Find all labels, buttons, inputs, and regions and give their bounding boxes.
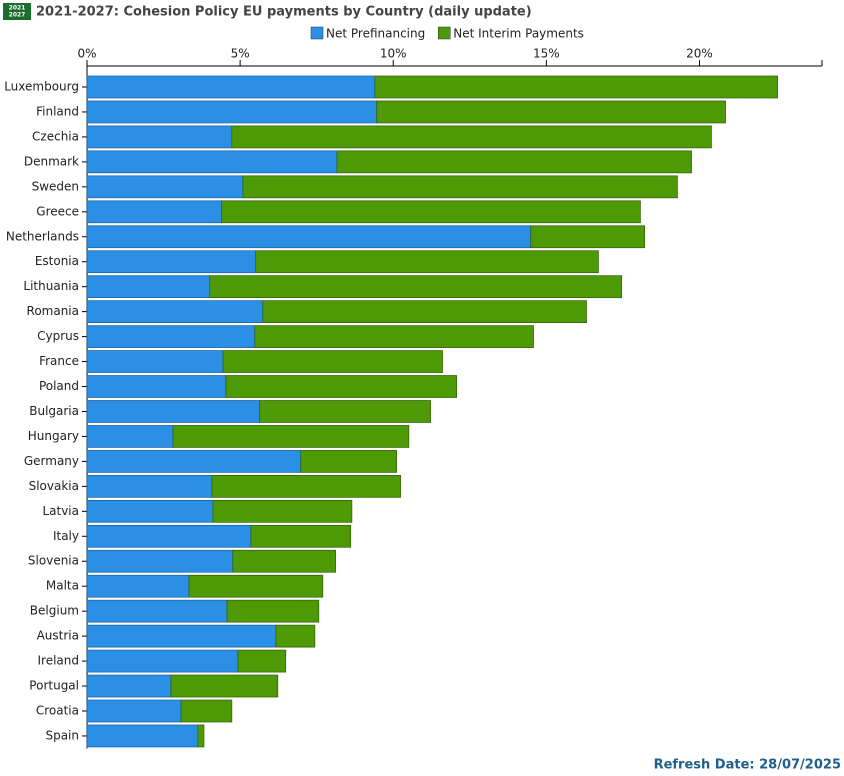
bar-segment xyxy=(376,100,726,124)
bar-segment xyxy=(259,400,431,423)
y-tick-label: Portugal xyxy=(29,679,79,693)
bar-segment xyxy=(237,649,287,673)
bar-segment xyxy=(86,175,244,199)
bar-segment xyxy=(374,75,778,99)
logo-text: 2027 xyxy=(9,12,26,19)
bar-segment xyxy=(254,325,534,348)
y-tick-label: Cyprus xyxy=(37,329,79,343)
y-tick-label: Italy xyxy=(53,529,79,543)
bar-segment xyxy=(232,549,337,573)
y-tick-label: Romania xyxy=(27,304,79,318)
bar-segment xyxy=(530,225,646,249)
bar-segment xyxy=(86,325,256,348)
bar-segment xyxy=(212,499,353,523)
y-tick-label: Hungary xyxy=(28,429,79,443)
bar-segment xyxy=(86,75,376,99)
bar-segment xyxy=(262,300,587,323)
y-tick-label: Austria xyxy=(37,629,79,643)
y-tick-label: Lithuania xyxy=(23,279,79,293)
legend-swatch xyxy=(310,26,324,40)
bar-segment xyxy=(86,150,338,174)
bar-segment xyxy=(86,200,223,224)
logo-text: 2021 xyxy=(9,5,26,12)
y-tick-label: Ireland xyxy=(37,654,79,668)
bar-segment xyxy=(336,150,692,174)
bar-segment xyxy=(172,425,410,448)
bar-segment xyxy=(242,175,678,199)
bar-segment xyxy=(86,425,174,448)
bar-segment xyxy=(209,275,623,299)
bar-segment xyxy=(197,724,205,748)
x-tick-label: 15% xyxy=(533,47,560,61)
legend-label: Net Prefinancing xyxy=(326,27,425,41)
bar-segment xyxy=(188,574,324,598)
y-tick-label: Belgium xyxy=(30,604,79,618)
bar-segment xyxy=(86,524,252,548)
bar-segment xyxy=(86,250,257,274)
y-tick-label: Spain xyxy=(45,728,79,742)
y-tick-label: Estonia xyxy=(35,254,79,268)
bar-segment xyxy=(300,450,397,473)
bar-segment xyxy=(86,275,211,299)
bar-segment xyxy=(250,524,352,548)
bar-segment xyxy=(211,475,401,498)
bar-segment xyxy=(86,499,214,523)
x-tick-label: 10% xyxy=(380,47,407,61)
bar-segment xyxy=(225,375,457,398)
y-tick-label: Poland xyxy=(39,379,79,393)
bar-segment xyxy=(86,300,264,323)
y-tick-label: Greece xyxy=(36,204,79,218)
y-tick-label: Netherlands xyxy=(6,229,79,243)
bar-segment xyxy=(86,549,234,573)
y-tick-label: Malta xyxy=(46,579,79,593)
y-tick-label: Bulgaria xyxy=(29,404,79,418)
y-tick-label: Slovakia xyxy=(29,479,79,493)
y-tick-label: Denmark xyxy=(24,154,79,168)
x-tick-label: 0% xyxy=(77,47,96,61)
y-tick-label: Germany xyxy=(24,454,79,468)
bar-segment xyxy=(86,574,190,598)
y-tick-label: France xyxy=(39,354,79,368)
x-tick-label: 20% xyxy=(686,47,713,61)
bar-segment xyxy=(86,599,228,623)
bar-segment xyxy=(86,699,182,723)
y-tick-label: Finland xyxy=(36,104,79,118)
y-tick-label: Luxembourg xyxy=(4,80,79,94)
y-tick-label: Czechia xyxy=(32,129,79,143)
y-tick-label: Latvia xyxy=(42,504,79,518)
y-tick-label: Croatia xyxy=(36,704,79,718)
bar-segment xyxy=(222,350,443,373)
legend-label: Net Interim Payments xyxy=(453,27,584,41)
legend-swatch xyxy=(437,26,451,40)
bar-segment xyxy=(86,450,302,473)
bar-segment xyxy=(86,375,227,398)
x-tick-label: 5% xyxy=(231,47,250,61)
bar-segment xyxy=(255,250,599,274)
bar-segment xyxy=(170,674,279,698)
bar-segment xyxy=(86,624,277,648)
bar-segment xyxy=(275,624,316,648)
chart-title: 2021-2027: Cohesion Policy EU payments b… xyxy=(36,5,532,20)
bar-segment xyxy=(86,674,172,698)
bar-segment xyxy=(86,400,261,423)
y-tick-label: Slovenia xyxy=(28,554,79,568)
refresh-date: Refresh Date: 28/07/2025 xyxy=(654,758,841,773)
bar-segment xyxy=(86,350,224,373)
bar-segment xyxy=(180,699,233,723)
bar-segment xyxy=(86,649,239,673)
bar-segment xyxy=(86,724,199,748)
bar-segment xyxy=(231,125,712,149)
bar-segment xyxy=(221,200,641,224)
logo-badge xyxy=(3,3,31,20)
bar-segment xyxy=(86,125,233,149)
bar-segment xyxy=(86,225,532,249)
bar-segment xyxy=(86,475,213,498)
bar-segment xyxy=(226,599,320,623)
y-tick-label: Sweden xyxy=(32,179,79,193)
bar-segment xyxy=(86,100,378,124)
